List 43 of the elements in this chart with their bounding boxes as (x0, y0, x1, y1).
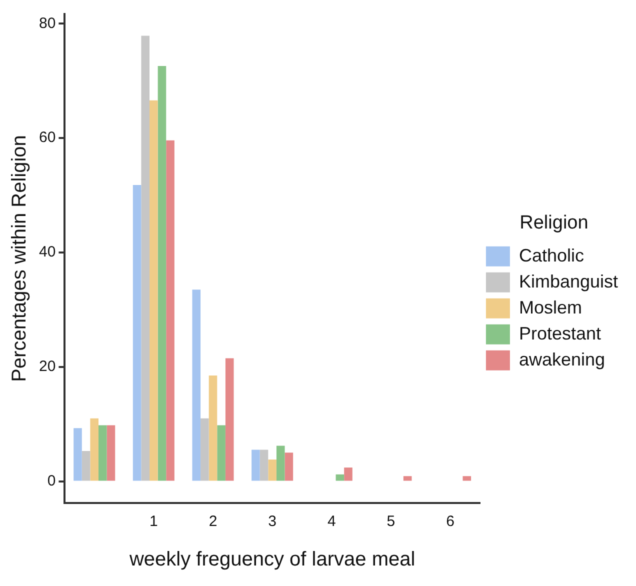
x-tick-label: 3 (268, 513, 276, 530)
bar (336, 474, 344, 481)
legend-label: awakening (518, 349, 606, 370)
bar (141, 36, 150, 481)
y-tick-label: 80 (38, 14, 56, 32)
x-tick-label: 6 (446, 513, 454, 530)
bar (276, 446, 285, 481)
legend-label: Catholic (518, 245, 584, 266)
bar (344, 468, 352, 481)
bar (208, 375, 218, 481)
y-tick-label: 40 (38, 244, 56, 261)
bar (150, 100, 158, 481)
bar (74, 428, 82, 481)
bar (225, 358, 234, 481)
bar (200, 418, 209, 481)
bar (403, 476, 412, 481)
bar (166, 140, 174, 481)
x-tick-label: 1 (150, 513, 158, 530)
bar (82, 450, 90, 481)
x-tick-label: 4 (327, 513, 336, 530)
bar (132, 185, 142, 481)
bar (158, 66, 166, 481)
bar (106, 425, 116, 481)
y-axis-title: Percentages within Religion (8, 135, 31, 382)
bar (462, 476, 472, 481)
bar (268, 460, 276, 481)
bar (98, 425, 107, 481)
x-tick-label: 2 (208, 513, 218, 530)
bar (217, 425, 226, 481)
x-axis-title: weekly freguency of larvae meal (128, 548, 416, 571)
legend-label: Protestant (518, 323, 601, 344)
bar (260, 450, 268, 481)
y-tick-label: 0 (47, 472, 56, 490)
bar (252, 450, 260, 481)
legend-title: Religion (520, 212, 588, 234)
y-tick-label: 20 (38, 358, 56, 376)
bar (192, 290, 201, 481)
legend-label: Moslem (518, 297, 582, 318)
legend-label: Kimbanguist (518, 271, 618, 292)
y-tick-label: 60 (38, 129, 56, 146)
bar (90, 418, 98, 481)
x-tick-label: 5 (386, 513, 396, 530)
bar (284, 452, 294, 481)
